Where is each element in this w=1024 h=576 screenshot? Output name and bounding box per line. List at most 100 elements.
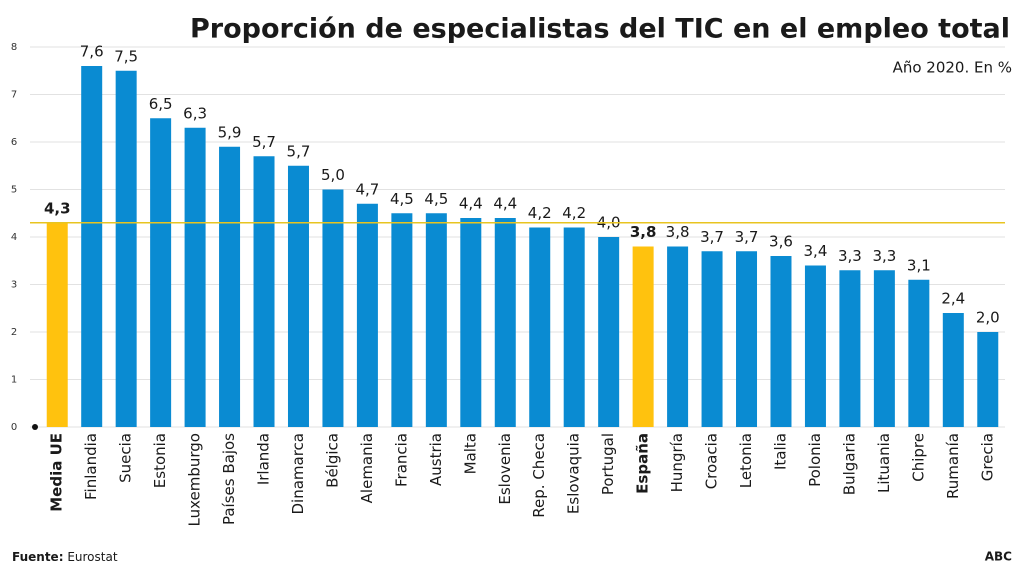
bar	[598, 237, 620, 427]
value-label: 4,2	[528, 204, 552, 222]
x-tick-label: Eslovaquia	[565, 433, 583, 514]
bar	[701, 251, 723, 427]
x-tick-label: Media UE	[48, 433, 66, 512]
value-label: 4,7	[355, 180, 379, 198]
bar	[977, 332, 999, 427]
x-tick-label: Estonia	[151, 433, 169, 488]
bar	[219, 146, 241, 427]
value-label: 3,3	[872, 247, 896, 265]
x-tick-label: Bulgaria	[840, 433, 858, 495]
value-label: 3,7	[700, 228, 724, 246]
value-label: 3,7	[735, 228, 759, 246]
x-tick-label: Luxemburgo	[186, 433, 204, 527]
x-tick-label: Rep. Checa	[530, 433, 548, 518]
bar	[322, 189, 344, 427]
value-label: 2,4	[941, 290, 965, 308]
bar	[632, 246, 654, 427]
bar	[253, 156, 275, 427]
y-tick-label: 8	[11, 42, 17, 53]
credit: ABC	[985, 550, 1012, 564]
x-tick-label: Letonia	[737, 433, 755, 488]
x-tick-label: Chipre	[909, 433, 927, 482]
x-tick-label: Polonia	[806, 433, 824, 487]
bar	[736, 251, 758, 427]
y-tick-label: 1	[11, 375, 17, 386]
value-label: 4,4	[459, 195, 483, 213]
x-tick-label: Francia	[392, 433, 410, 487]
value-label: 2,0	[976, 309, 1000, 327]
value-label: 4,2	[562, 204, 586, 222]
value-label: 3,3	[838, 247, 862, 265]
bar	[356, 203, 378, 427]
x-tick-label: Portugal	[599, 433, 617, 495]
y-tick-label: 3	[11, 280, 17, 291]
value-label: 4,5	[390, 190, 414, 208]
bar	[425, 213, 447, 427]
x-tick-label: Irlanda	[255, 433, 273, 485]
chart-subtitle: Año 2020. En %	[893, 59, 1012, 77]
value-label: 3,8	[666, 223, 690, 241]
y-tick-label: 7	[11, 90, 17, 101]
y-tick-label: 4	[11, 232, 17, 243]
source-name: Eurostat	[67, 550, 118, 564]
value-label: 4,5	[424, 190, 448, 208]
origin-dot	[32, 424, 38, 430]
value-label: 3,1	[907, 256, 931, 274]
value-label: 5,7	[287, 142, 311, 160]
bar	[494, 218, 516, 427]
x-tick-label: Dinamarca	[289, 433, 307, 515]
source-label: Fuente:	[12, 550, 64, 564]
x-tick-label: Finlandia	[82, 433, 100, 500]
x-tick-label: Países Bajos	[220, 433, 238, 525]
x-tick-label: Austria	[427, 433, 445, 486]
bar	[460, 218, 482, 427]
bar	[115, 70, 137, 427]
chart-title: Proporción de especialistas del TIC en e…	[190, 14, 1010, 45]
bar	[873, 270, 895, 427]
bar	[667, 246, 689, 427]
value-label: 5,9	[218, 123, 242, 141]
x-tick-label: Italia	[771, 433, 789, 470]
x-tick-label: Bélgica	[323, 433, 341, 488]
value-label: 3,6	[769, 233, 793, 251]
x-tick-label: Malta	[461, 433, 479, 474]
bar	[529, 227, 551, 427]
bar	[770, 256, 792, 427]
y-tick-label: 2	[11, 327, 17, 338]
x-tick-label: Rumanía	[944, 433, 962, 499]
x-tick-label: Alemania	[358, 433, 376, 503]
bar	[46, 222, 68, 427]
x-tick-label: Eslovenia	[496, 433, 514, 505]
bar	[908, 279, 930, 427]
source: Fuente: Eurostat	[12, 550, 118, 564]
x-tick-label: España	[634, 433, 652, 494]
x-tick-label: Lituania	[875, 433, 893, 493]
x-tick-label: Grecia	[978, 433, 996, 481]
value-label: 7,5	[114, 47, 138, 65]
value-label: 6,3	[183, 104, 207, 122]
bar	[81, 66, 103, 427]
value-label: 4,4	[493, 195, 517, 213]
x-tick-label: Hungría	[668, 433, 686, 492]
bar	[391, 213, 413, 427]
bar	[942, 313, 964, 427]
bar	[150, 118, 172, 427]
value-label: 4,3	[44, 199, 71, 217]
bar	[839, 270, 861, 427]
y-tick-label: 0	[11, 422, 17, 433]
value-label: 6,5	[149, 95, 173, 113]
value-label: 7,6	[80, 43, 104, 61]
y-tick-label: 6	[11, 137, 17, 148]
bar	[804, 265, 826, 427]
value-label: 5,0	[321, 166, 345, 184]
x-tick-label: Croacia	[703, 433, 721, 489]
value-label: 3,4	[804, 242, 828, 260]
bar	[287, 165, 309, 427]
y-tick-label: 5	[11, 185, 17, 196]
value-label: 5,7	[252, 133, 276, 151]
x-tick-label: Suecia	[117, 433, 135, 483]
bar	[563, 227, 585, 427]
value-label: 3,8	[630, 223, 657, 241]
bar	[184, 127, 206, 427]
